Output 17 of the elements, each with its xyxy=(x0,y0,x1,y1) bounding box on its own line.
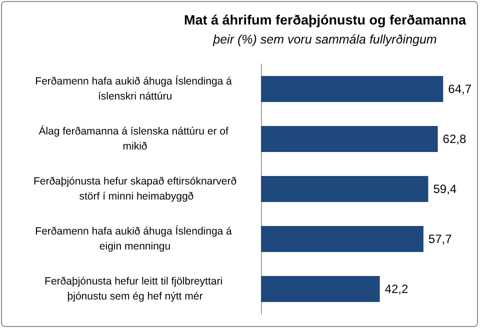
chart-title: Mat á áhrifum ferðaþjónustu og ferðamanna xyxy=(184,12,467,28)
chart-subtitle: þeir (%) sem voru sammála fullyrðingum xyxy=(212,32,437,46)
y-tick-label: Álag ferðamanna á íslenska náttúru er of mikið xyxy=(38,124,232,152)
bar xyxy=(261,226,424,252)
y-tick-label: Ferðamenn hafa aukið áhuga Íslendinga á eigin menningu xyxy=(35,224,235,252)
data-label: 64,7 xyxy=(448,82,472,96)
data-label: 62,8 xyxy=(442,132,466,146)
y-tick-label: Ferðaþjónusta hefur leitt til fjölbreyttari þjónustu sem ég hef nýtt mér xyxy=(44,276,226,302)
data-label: 57,7 xyxy=(428,232,452,246)
data-label: 42,2 xyxy=(384,282,408,296)
bar xyxy=(261,126,438,152)
y-tick-label: Ferðamenn hafa aukið áhuga Íslendinga á íslenskri náttúru xyxy=(35,74,235,102)
bar xyxy=(261,76,444,102)
bar xyxy=(261,276,380,302)
bar xyxy=(261,176,428,202)
y-tick-label: Ferðaþjónusta hefur skapað eftirsóknarverð störf í minni heimabyggð xyxy=(33,176,237,202)
data-label: 59,4 xyxy=(433,182,457,196)
